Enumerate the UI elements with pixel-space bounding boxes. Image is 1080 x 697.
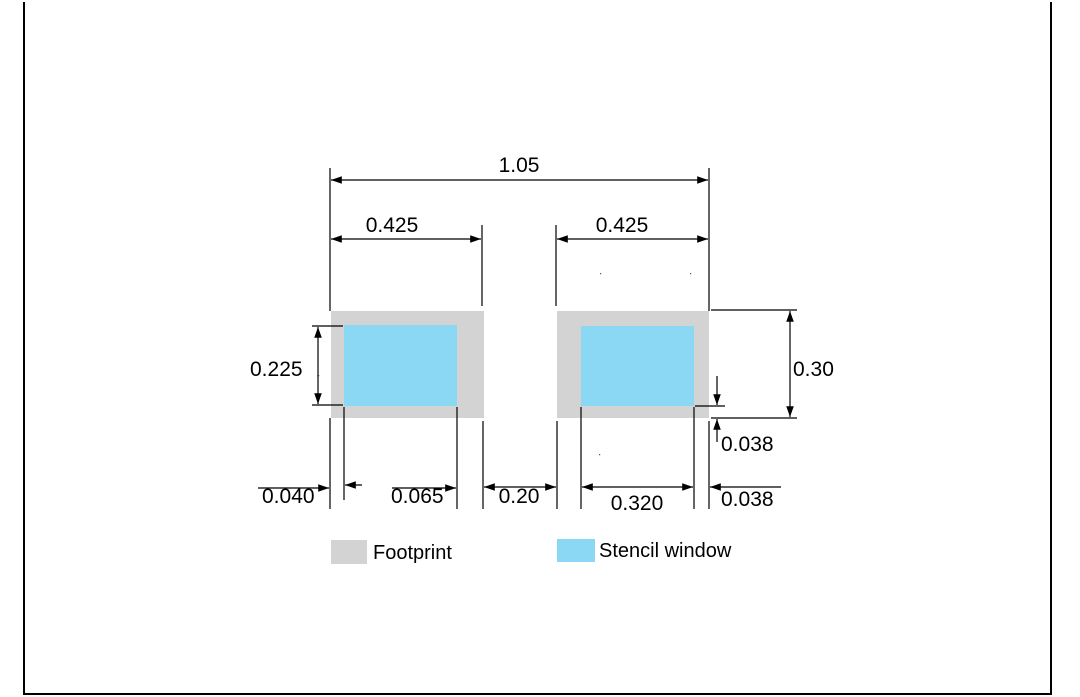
dim-left-pad-width-label: 0.425	[366, 214, 419, 237]
legend-stencil-swatch	[557, 539, 595, 562]
dim-overall-width-label: 1.05	[499, 154, 540, 177]
dim-left-inset-label: 0.040	[262, 485, 315, 508]
left-stencil-window	[344, 325, 457, 406]
right-stencil-window	[581, 326, 694, 406]
dim-bottom-inset-label: 0.038	[721, 433, 774, 456]
speck-1	[600, 273, 602, 275]
speck-3	[599, 454, 601, 456]
legend-stencil-label: Stencil window	[599, 540, 732, 562]
figure-frame	[23, 2, 1052, 695]
dim-pad-gap-label: 0.20	[499, 485, 540, 508]
dim-stencil-width-label: 0.320	[611, 492, 664, 515]
legend-footprint-swatch	[331, 540, 367, 564]
legend-footprint-label: Footprint	[373, 542, 452, 564]
dim-right-inset-label: 0.038	[721, 488, 774, 511]
dim-inner-gap-label: 0.065	[391, 485, 444, 508]
dim-right-pad-width-label: 0.425	[596, 214, 649, 237]
dim-pad-height-label: 0.30	[793, 358, 834, 381]
speck-2	[690, 273, 692, 275]
dim-stencil-height-label: 0.225	[250, 358, 303, 381]
